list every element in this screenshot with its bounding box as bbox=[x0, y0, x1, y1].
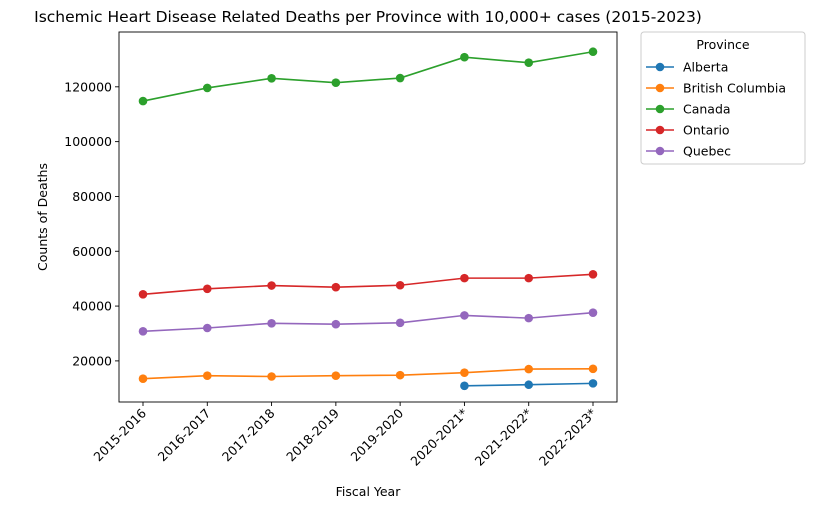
data-point bbox=[460, 52, 469, 62]
legend-marker bbox=[655, 104, 665, 114]
data-point bbox=[460, 311, 469, 320]
plot-area: 20000 40000 60000 80000 100000 120000 2015-201… bbox=[64, 31, 618, 469]
data-point bbox=[331, 78, 341, 88]
legend-item: Canada bbox=[646, 102, 731, 117]
x-tick-label: 2022-2023* bbox=[536, 406, 599, 469]
data-point bbox=[460, 381, 469, 391]
x-tick-label: 2021-2022* bbox=[472, 406, 535, 469]
data-point bbox=[588, 379, 598, 388]
series-alberta bbox=[460, 379, 598, 391]
legend-item: Alberta bbox=[646, 60, 728, 75]
legend-marker bbox=[655, 125, 665, 135]
legend-marker bbox=[655, 146, 665, 156]
legend-label: British Columbia bbox=[683, 81, 786, 96]
data-point bbox=[267, 372, 276, 381]
data-point bbox=[331, 319, 341, 329]
data-point bbox=[267, 74, 276, 83]
data-point bbox=[202, 284, 212, 294]
series-canada bbox=[138, 47, 598, 106]
data-point bbox=[524, 58, 534, 67]
data-point bbox=[202, 83, 212, 93]
legend-item: British Columbia bbox=[646, 81, 786, 96]
data-point bbox=[588, 47, 598, 57]
data-point bbox=[267, 281, 276, 290]
series-quebec bbox=[138, 308, 598, 336]
series-british-columbia bbox=[138, 364, 598, 384]
axes-frame bbox=[118, 31, 618, 403]
x-tick-label: 2016-2017 bbox=[155, 406, 214, 465]
data-point bbox=[138, 96, 148, 106]
legend-box bbox=[640, 31, 806, 165]
legend-label: Ontario bbox=[683, 123, 730, 138]
y-tick-label: 60000 bbox=[72, 244, 112, 259]
legend-item: Ontario bbox=[646, 123, 730, 138]
data-point bbox=[395, 318, 405, 328]
legend-label: Quebec bbox=[683, 144, 731, 159]
data-point bbox=[588, 364, 598, 374]
data-point bbox=[202, 371, 212, 380]
data-point bbox=[524, 380, 534, 390]
data-point bbox=[524, 313, 534, 323]
data-point bbox=[138, 326, 148, 336]
x-tick-label: 2020-2021* bbox=[407, 406, 470, 469]
x-tick-label: 2017-2018 bbox=[219, 405, 278, 464]
y-tick-label: 80000 bbox=[72, 189, 112, 204]
data-point bbox=[588, 269, 598, 279]
legend-label: Alberta bbox=[683, 60, 728, 75]
series-line bbox=[142, 50, 594, 102]
legend: Province Alberta British Columbia Canada Ont… bbox=[640, 31, 806, 165]
x-tick-label: 2019-2020 bbox=[347, 405, 406, 464]
legend-marker bbox=[655, 83, 665, 93]
series-line bbox=[142, 368, 594, 380]
chart-title: Ischemic Heart Disease Related Deaths pe… bbox=[34, 8, 702, 26]
data-point bbox=[267, 319, 276, 328]
data-point bbox=[331, 282, 341, 292]
y-tick-label: 40000 bbox=[72, 299, 112, 314]
data-point bbox=[524, 273, 534, 283]
y-tick-label: 120000 bbox=[64, 79, 112, 94]
x-tick-label: 2015-2016 bbox=[90, 405, 149, 464]
x-axis-label: Fiscal Year bbox=[336, 484, 402, 499]
series-line bbox=[142, 311, 594, 333]
y-axis-label: Counts of Deaths bbox=[35, 163, 50, 271]
data-point bbox=[588, 308, 598, 317]
legend-title: Province bbox=[696, 37, 749, 52]
y-tick-label: 20000 bbox=[72, 353, 112, 368]
data-point bbox=[395, 280, 405, 290]
data-point bbox=[202, 323, 212, 333]
x-tick-label: 2018-2019 bbox=[283, 405, 342, 464]
data-point bbox=[460, 273, 469, 283]
data-point bbox=[138, 374, 148, 384]
data-point bbox=[395, 73, 405, 83]
legend-label: Canada bbox=[683, 102, 731, 117]
data-point bbox=[138, 289, 148, 299]
series-ontario bbox=[138, 269, 598, 299]
data-point bbox=[395, 370, 405, 380]
data-point bbox=[460, 368, 469, 377]
data-point bbox=[524, 364, 534, 374]
legend-marker bbox=[655, 62, 665, 72]
y-tick-label: 100000 bbox=[64, 134, 112, 149]
data-point bbox=[331, 371, 341, 380]
series-line bbox=[142, 273, 594, 296]
legend-item: Quebec bbox=[646, 144, 731, 159]
